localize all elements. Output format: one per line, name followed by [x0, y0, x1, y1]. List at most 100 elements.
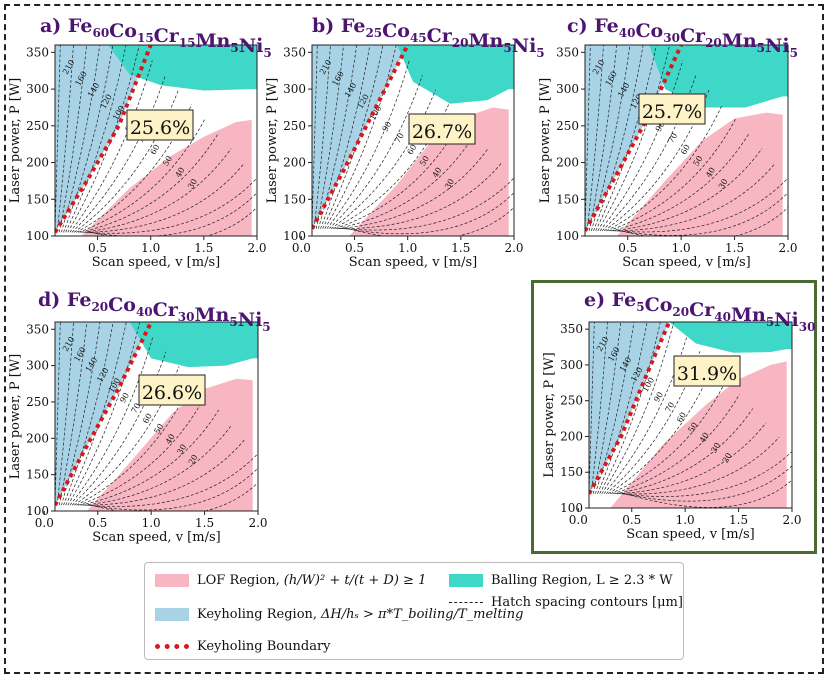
hatch-contour-line: [82, 424, 233, 506]
hatch-contour-line: [601, 322, 674, 494]
hatch-contour-line: [621, 451, 792, 497]
y-tick-label: 200: [556, 156, 579, 170]
printability-box: [126, 109, 194, 141]
alloy-fraction: 15: [137, 31, 154, 45]
legend-keyholing: Keyholing Region, ΔH/hₛ > π*T_boiling/T_…: [155, 607, 523, 622]
y-tick-label: 100: [556, 229, 579, 243]
contour-label: 30: [186, 177, 199, 190]
y-tick-label: 200: [560, 429, 583, 443]
figure-frame: [4, 4, 824, 674]
contour-label: 90: [381, 120, 394, 133]
balling-region: [649, 45, 788, 108]
contour-label: 40: [704, 166, 717, 179]
y-tick-label: 150: [26, 192, 49, 206]
x-tick-label: 1.0: [142, 516, 161, 530]
hatch-contour-line: [610, 133, 750, 232]
x-tick-label: 0.5: [88, 241, 107, 255]
x-tick-label: 1.5: [195, 516, 214, 530]
panel-title: e) Fe5Co20Cr40Mn5Ni30: [584, 289, 815, 334]
boundary-swatch: [155, 644, 189, 649]
alloy-fraction: 60: [92, 26, 109, 40]
x-tick-label: 0.5: [88, 516, 107, 530]
hatch-contour-line: [55, 45, 61, 233]
alloy-element: Co: [108, 294, 136, 316]
hatch-contour-line: [339, 148, 489, 230]
lof-region: [81, 119, 252, 236]
x-tick-label: 0.5: [622, 513, 641, 527]
balling-swatch: [449, 574, 483, 587]
y-tick-label: 350: [26, 322, 49, 336]
hatch-contour-line: [63, 45, 114, 233]
alloy-fraction: 30: [663, 31, 680, 45]
hatch-contour-line: [89, 467, 258, 511]
axes-frame: [54, 321, 259, 512]
hatch-contour-line: [58, 45, 87, 233]
hatch-contour-line: [63, 322, 114, 506]
legend-hatch-label: Hatch spacing contours [μm]: [491, 595, 683, 610]
hatch-contour-line: [71, 75, 166, 233]
hatch-contour-line: [345, 192, 514, 235]
contour-label: 40: [174, 166, 187, 179]
contour-label: 60: [679, 143, 692, 156]
alloy-fraction: 20: [672, 305, 689, 319]
lof-region: [87, 378, 253, 511]
hatch-contour-line: [320, 45, 371, 229]
x-axis-label: Scan speed, v [m/s]: [626, 527, 754, 542]
legend-balling-label: Balling Region, L ≥ 2.3 * W: [491, 573, 673, 588]
hatch-contour-line: [67, 45, 140, 233]
y-tick-label: 100: [560, 501, 583, 515]
legend: LOF Region, (h/W)² + t/(t + D) ≥ 1 Keyho…: [144, 562, 684, 660]
alloy-fraction: 5: [790, 46, 798, 60]
contour-label: 30: [175, 443, 188, 456]
y-tick-label: 150: [26, 468, 49, 482]
hatch-contour-line: [597, 45, 670, 232]
alloy-element: Ni: [238, 309, 263, 331]
y-tick-label: 250: [26, 119, 49, 133]
x-axis-label: Scan speed, v [m/s]: [622, 255, 750, 270]
contour-label: 50: [686, 421, 699, 434]
contour-label: 50: [152, 422, 165, 435]
hatch-contour-line: [593, 45, 644, 231]
printability-percent: 25.6%: [130, 117, 190, 139]
x-tick-label: 1.5: [451, 241, 470, 255]
hatch-contour-line: [343, 177, 514, 231]
y-tick-label: 350: [556, 45, 579, 59]
hatch-contour-line: [592, 322, 622, 494]
axes-frame: [588, 321, 793, 509]
x-tick-label: 2.0: [247, 241, 266, 255]
y-tick-label: 100: [26, 229, 49, 243]
hatch-contour-line: [87, 453, 258, 507]
y-tick-label: 300: [556, 82, 579, 96]
hatch-contour-line: [591, 45, 631, 231]
contour-label: 30: [717, 177, 730, 190]
keyholing-boundary-line: [585, 45, 683, 232]
hatch-contour-line: [328, 75, 423, 229]
alloy-fraction: 15: [179, 36, 196, 50]
contour-label: 60: [406, 143, 419, 156]
alloy-fraction: 40: [619, 26, 636, 40]
contour-label: 70: [664, 401, 677, 414]
axes-frame: [584, 44, 789, 237]
hatch-contour-line: [612, 148, 763, 232]
hatch-contour-line: [608, 119, 736, 232]
printability-percent: 26.6%: [142, 382, 202, 404]
legend-boundary: Keyholing Boundary: [155, 639, 331, 654]
contour-label: 60: [149, 143, 162, 156]
hatch-contour-line: [614, 408, 754, 495]
x-axis-label: Scan speed, v [m/s]: [349, 255, 477, 270]
hatch-contour-line: [65, 45, 127, 233]
hatch-contour-line: [61, 322, 101, 506]
panel-title: b) Fe25Co45Cr20Mn5Ni5: [312, 15, 545, 60]
alloy-fraction: 5: [263, 46, 271, 60]
alloy-element: Co: [109, 20, 137, 42]
x-tick-label: 0.0: [569, 513, 588, 527]
panel-title-prefix: c): [567, 15, 594, 37]
alloy-element: Co: [382, 20, 410, 42]
y-tick-label: 200: [26, 431, 49, 445]
balling-region: [108, 45, 257, 91]
